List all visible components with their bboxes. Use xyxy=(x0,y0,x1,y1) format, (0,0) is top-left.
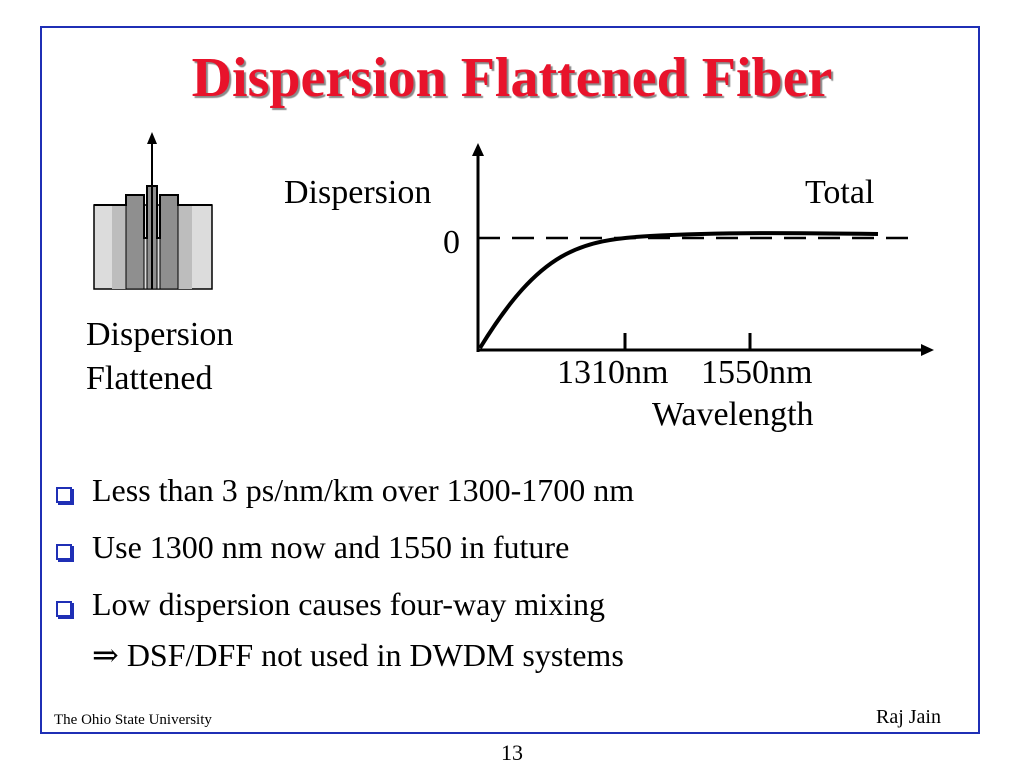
bullet-item: Less than 3 ps/nm/km over 1300-1700 nm xyxy=(56,472,634,529)
graph-curve-label: Total xyxy=(805,174,875,211)
sub-bullet: ⇒ DSF/DFF not used in DWDM systems xyxy=(92,637,624,673)
graph-tick-label-1550: 1550nm xyxy=(701,354,813,391)
bullet-item: Low dispersion causes four-way mixing xyxy=(56,586,634,643)
bullet-text: Low dispersion causes four-way mixing xyxy=(92,586,606,622)
bullet-text: Use 1300 nm now and 1550 in future xyxy=(92,529,570,565)
bullet-item: Use 1300 nm now and 1550 in future xyxy=(56,529,634,586)
graph-axes xyxy=(472,143,934,356)
bullet-box-icon xyxy=(56,487,72,503)
footer-right: Raj Jain xyxy=(876,706,941,728)
fiber-profile-icon xyxy=(93,132,213,290)
bullet-list: Less than 3 ps/nm/km over 1300-1700 nm U… xyxy=(56,472,634,643)
page-number: 13 xyxy=(501,740,523,765)
slide-title: Dispersion Flattened Fiber xyxy=(191,47,833,109)
graph-y-label: Dispersion xyxy=(284,174,432,211)
fiber-label-line2: Flattened xyxy=(86,360,213,397)
bullet-box-icon xyxy=(56,601,72,617)
graph-x-label: Wavelength xyxy=(652,396,814,433)
graph-tick-label-1310: 1310nm xyxy=(557,354,669,391)
footer-left: The Ohio State University xyxy=(54,712,212,728)
fiber-label-line1: Dispersion xyxy=(86,316,234,353)
graph-zero-label: 0 xyxy=(443,224,460,261)
total-dispersion-curve xyxy=(478,231,879,350)
bullet-box-icon xyxy=(56,544,72,560)
bullet-text: Less than 3 ps/nm/km over 1300-1700 nm xyxy=(92,472,635,508)
slide-frame xyxy=(40,26,980,734)
